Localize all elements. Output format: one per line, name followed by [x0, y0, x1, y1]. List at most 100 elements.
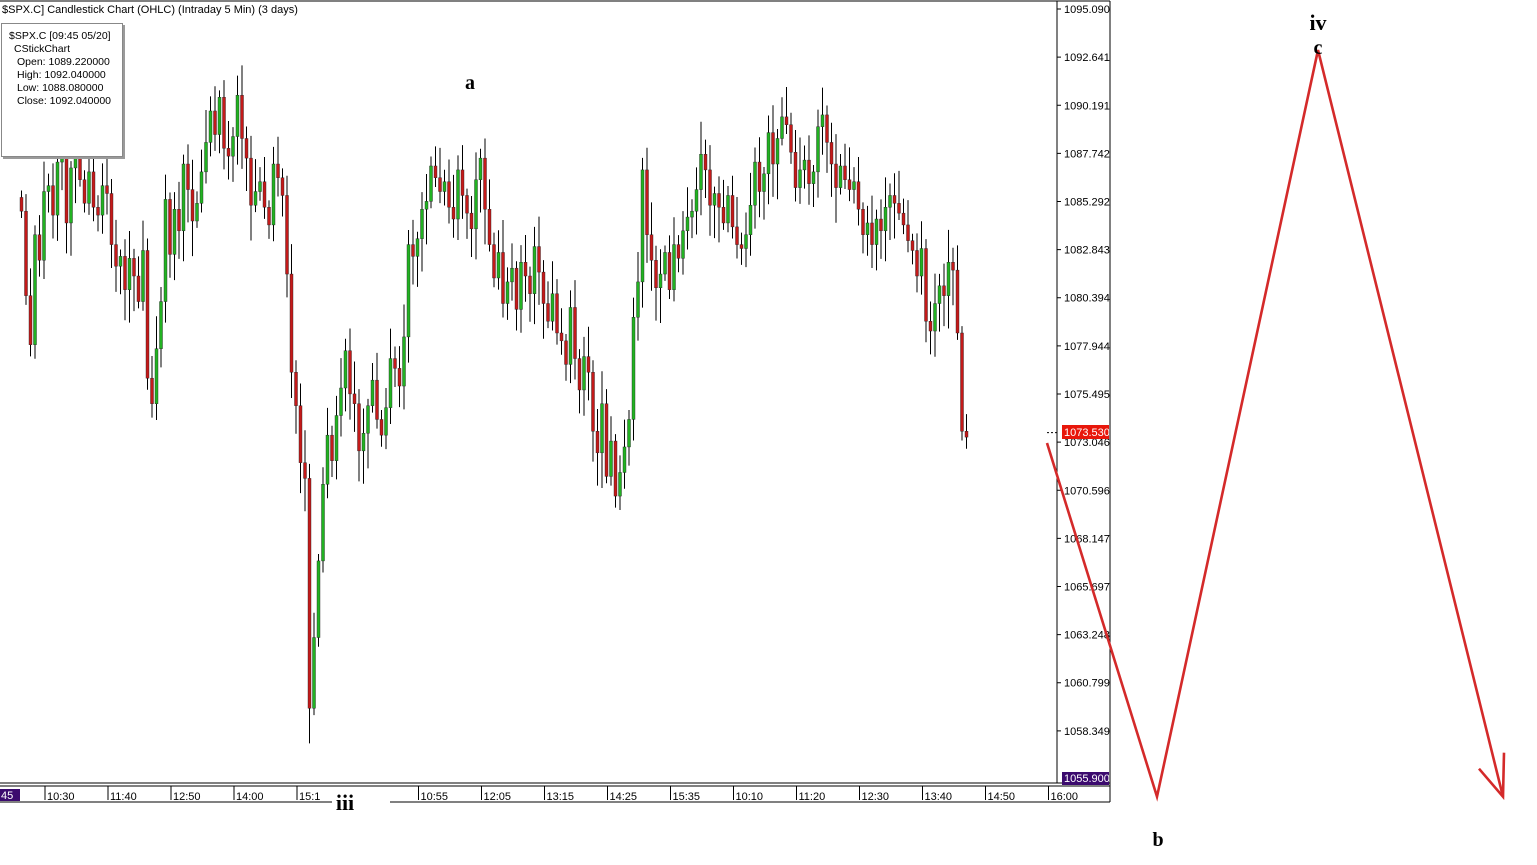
candle-down	[465, 195, 469, 214]
candle-down	[703, 153, 708, 171]
tooltip-header: $SPX.C [09:45 05/20]	[9, 30, 111, 42]
candle-down	[856, 181, 861, 210]
candle-down	[438, 177, 442, 192]
last-price-label: 1073.530	[1064, 427, 1110, 439]
candle-up	[874, 218, 879, 245]
y-tick-label: 1073.046	[1064, 437, 1110, 449]
candle-down	[213, 110, 217, 135]
candle-up	[712, 193, 717, 206]
y-tick-label: 1090.191	[1064, 100, 1110, 112]
candle-up	[726, 195, 730, 224]
candle-down	[708, 169, 712, 206]
candle-up	[271, 163, 276, 226]
candle-up	[456, 169, 460, 220]
candle-up	[42, 191, 46, 261]
candle-up	[87, 171, 91, 204]
candle-down	[177, 209, 181, 232]
candle-up	[366, 405, 370, 434]
candle-down	[244, 138, 249, 159]
candle-down	[114, 244, 118, 267]
candle-up	[685, 216, 690, 232]
y-tick-label: 1087.742	[1064, 148, 1110, 160]
candle-up	[937, 285, 942, 304]
min-price-marker	[1062, 772, 1109, 785]
candle-down	[735, 226, 739, 245]
candle-up	[933, 303, 937, 332]
candle-down	[240, 95, 244, 139]
candle-down	[82, 179, 87, 204]
y-tick-label: 1095.090	[1064, 4, 1110, 16]
candle-up	[204, 142, 208, 173]
candle-down	[303, 462, 307, 479]
tooltip-high: High: 1092.040000	[17, 69, 106, 81]
candle-down	[528, 275, 532, 294]
candle-up	[753, 161, 757, 206]
candle-down	[577, 358, 582, 391]
candle-up	[622, 446, 627, 473]
candle-down	[352, 393, 357, 404]
candle-down	[222, 97, 226, 149]
candle-up	[699, 153, 703, 190]
x-tick-label: 14:50	[988, 791, 1016, 803]
candle-up	[883, 207, 888, 232]
candle-down	[910, 240, 915, 251]
x-tick-label: 15:1	[299, 791, 320, 803]
candle-up	[865, 222, 870, 235]
candle-up	[334, 415, 339, 461]
candle-up	[172, 209, 177, 255]
candle-up	[370, 379, 375, 406]
tooltip-name: CStickChart	[14, 43, 71, 55]
candle-down	[289, 273, 294, 373]
candle-down	[892, 195, 897, 204]
candle-up	[582, 356, 586, 391]
candle-up	[231, 136, 235, 157]
candle-down	[573, 307, 577, 359]
x-tick-label: 15:35	[673, 791, 701, 803]
min-price-label: 1055.900	[1064, 773, 1110, 785]
candle-up	[816, 126, 820, 173]
candle-down	[829, 142, 834, 165]
candle-down	[37, 234, 42, 261]
candle-up	[100, 185, 105, 216]
candle-down	[298, 405, 303, 463]
candle-up	[600, 403, 604, 454]
candle-down	[901, 212, 906, 226]
candle-up	[798, 169, 802, 188]
x-tick-label: 16:00	[1051, 791, 1079, 803]
candle-up	[780, 116, 784, 139]
y-tick-label: 1077.944	[1064, 341, 1110, 353]
candle-down	[393, 358, 397, 369]
y-tick-label: 1092.641	[1064, 52, 1110, 64]
candle-up	[762, 173, 766, 192]
candle-down	[667, 252, 672, 290]
candle-up	[325, 434, 330, 485]
candle-down	[847, 179, 852, 190]
candle-down	[168, 199, 172, 255]
candle-down	[262, 181, 267, 208]
candle-down	[784, 116, 789, 125]
y-tick-label: 1070.596	[1064, 485, 1110, 497]
candle-up	[496, 252, 501, 279]
wave-label-b: b	[1152, 829, 1163, 851]
candle-down	[501, 252, 505, 304]
candle-down	[28, 295, 33, 345]
candle-up	[321, 484, 325, 562]
candle-down	[861, 209, 865, 235]
candle-down	[825, 114, 829, 143]
candle-down	[433, 165, 438, 178]
candle-down	[649, 234, 654, 261]
candle-up	[636, 281, 640, 318]
candle-up	[694, 189, 699, 212]
candle-down	[645, 169, 649, 235]
candle-up	[609, 440, 613, 477]
candle-down	[280, 177, 285, 196]
candle-up	[406, 244, 411, 338]
candle-down	[294, 372, 298, 406]
candle-up	[568, 307, 573, 365]
candle-up	[946, 262, 951, 296]
candle-down	[186, 163, 190, 190]
candle-down	[19, 197, 24, 212]
candle-down	[96, 207, 100, 216]
candle-up	[361, 432, 366, 452]
candle-down	[451, 207, 456, 220]
